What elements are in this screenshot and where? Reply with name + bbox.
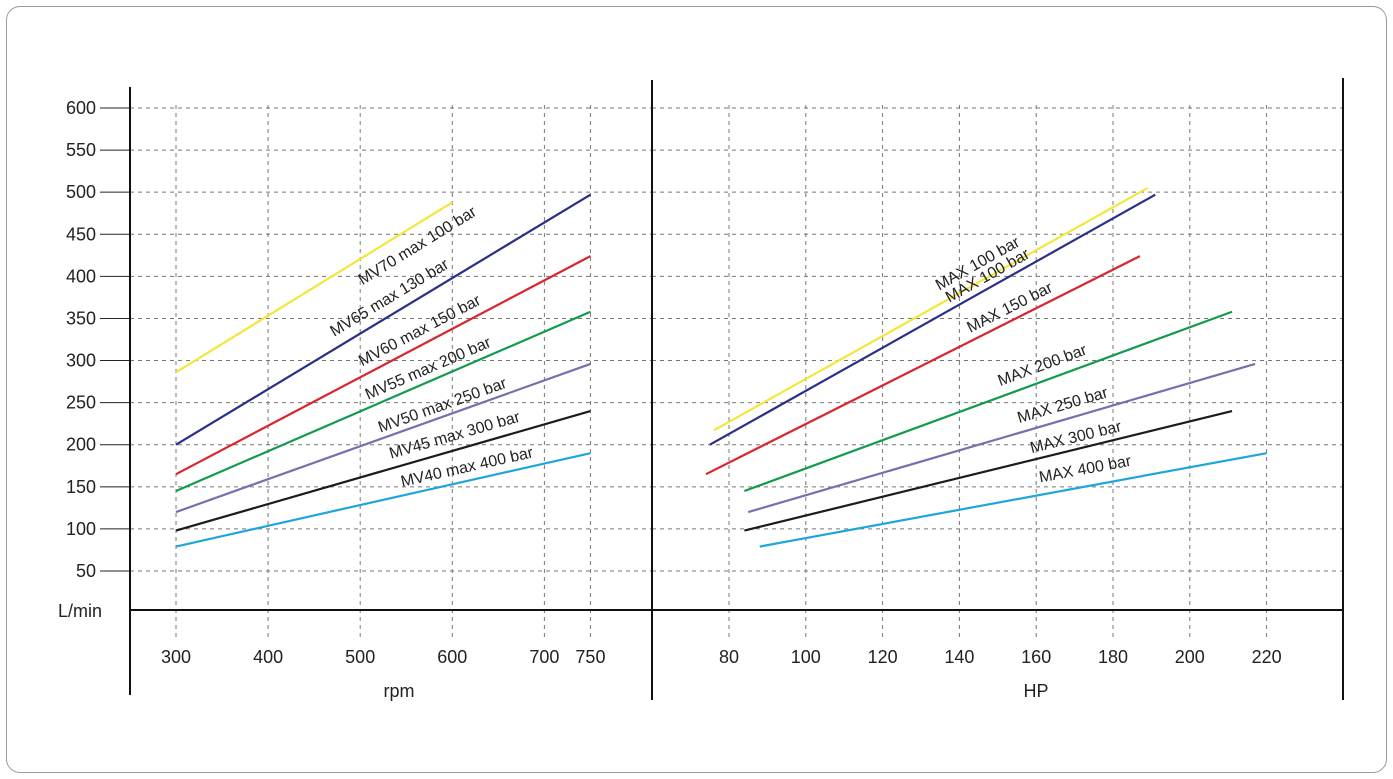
rpm-chart-series-line bbox=[175, 310, 591, 493]
y-tick-label: 150 bbox=[66, 477, 96, 497]
rpm-chart-x-tick-label: 300 bbox=[161, 647, 191, 667]
hp-chart-series-label: MAX 300 bar bbox=[1029, 418, 1124, 457]
y-tick-label: 450 bbox=[66, 224, 96, 244]
y-tick-label: 600 bbox=[66, 98, 96, 118]
hp-chart-x-tick-label: 80 bbox=[719, 647, 739, 667]
rpm-chart-x-tick-label: 500 bbox=[345, 647, 375, 667]
y-tick-label: 550 bbox=[66, 140, 96, 160]
rpm-chart-x-tick-label: 700 bbox=[529, 647, 559, 667]
y-tick-label: 350 bbox=[66, 308, 96, 328]
hp-chart-x-tick-label: 120 bbox=[868, 647, 898, 667]
y-tick-label: 500 bbox=[66, 182, 96, 202]
y-tick-label: 400 bbox=[66, 266, 96, 286]
y-tick-label: 50 bbox=[76, 561, 96, 581]
y-tick-label: 200 bbox=[66, 435, 96, 455]
hp-chart-series-line bbox=[705, 255, 1141, 476]
hp-chart-x-axis-label: HP bbox=[1023, 681, 1048, 701]
hp-chart-series-line bbox=[744, 409, 1233, 532]
hp-chart-x-tick-label: 220 bbox=[1252, 647, 1282, 667]
rpm-chart-x-axis-label: rpm bbox=[384, 681, 415, 701]
rpm-chart-series-line bbox=[175, 452, 591, 548]
rpm-chart-x-tick-label: 600 bbox=[437, 647, 467, 667]
rpm-chart-x-tick-label: 400 bbox=[253, 647, 283, 667]
hp-chart-series-line bbox=[747, 362, 1256, 514]
hp-chart-x-tick-label: 140 bbox=[944, 647, 974, 667]
rpm-chart-series-line bbox=[175, 193, 592, 446]
hp-chart-series-line bbox=[759, 452, 1267, 548]
hp-chart-series-line bbox=[709, 193, 1156, 446]
y-tick-label: 100 bbox=[66, 519, 96, 539]
hp-chart-x-tick-label: 180 bbox=[1098, 647, 1128, 667]
hp-chart-x-tick-label: 200 bbox=[1175, 647, 1205, 667]
y-tick-label: 250 bbox=[66, 393, 96, 413]
hp-chart-x-tick-label: 100 bbox=[791, 647, 821, 667]
hp-chart-series-label: MAX 200 bar bbox=[996, 341, 1090, 389]
hp-chart-series-line bbox=[713, 187, 1149, 432]
rpm-chart-series-line bbox=[175, 201, 453, 374]
hp-chart-series-line bbox=[743, 310, 1233, 493]
y-axis-label: L/min bbox=[58, 601, 102, 621]
rpm-chart-series-line bbox=[175, 362, 591, 514]
rpm-chart-series-line bbox=[175, 409, 591, 532]
rpm-chart-series-line bbox=[175, 255, 591, 476]
chart-frame bbox=[6, 6, 1387, 773]
rpm-chart-x-tick-label: 750 bbox=[575, 647, 605, 667]
y-tick-label: 300 bbox=[66, 351, 96, 371]
hp-chart-x-tick-label: 160 bbox=[1021, 647, 1051, 667]
